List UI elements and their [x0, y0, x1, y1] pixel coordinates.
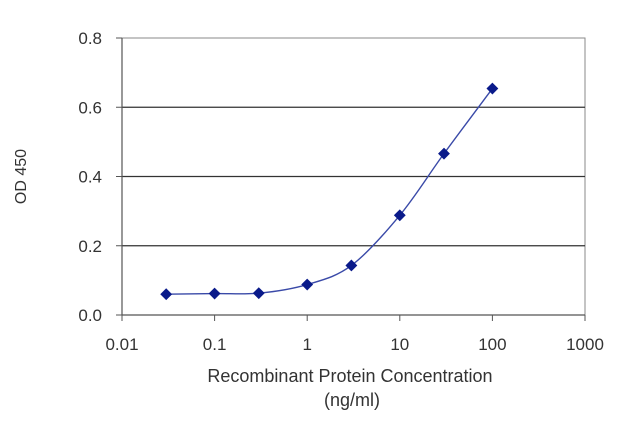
y-tick-label: 0.8 — [78, 29, 102, 48]
data-points — [160, 82, 499, 301]
data-point-diamond — [393, 209, 406, 222]
gridlines — [116, 37, 585, 316]
data-point-diamond — [486, 82, 499, 95]
x-axis-title-line2: (ng/ml) — [324, 390, 380, 410]
x-tick-label: 1000 — [566, 335, 604, 354]
y-axis-title: OD 450 — [13, 149, 30, 204]
data-point-diamond — [208, 287, 221, 300]
x-tick-label: 0.1 — [203, 335, 227, 354]
data-point-diamond — [438, 147, 450, 160]
axes — [121, 38, 586, 321]
y-tick-label: 0.0 — [78, 306, 102, 325]
data-point-diamond — [252, 287, 265, 300]
y-tick-label: 0.4 — [78, 168, 102, 187]
x-tick-labels: 0.01 0.1 1 10 100 1000 — [105, 335, 603, 354]
y-tick-labels: 0.0 0.2 0.4 0.6 0.8 — [78, 29, 102, 325]
x-tick-label: 10 — [390, 335, 409, 354]
y-tick-label: 0.2 — [78, 237, 102, 256]
x-tick-label: 100 — [478, 335, 506, 354]
data-point-diamond — [301, 278, 314, 291]
y-tick-label: 0.6 — [78, 98, 102, 117]
data-point-diamond — [160, 288, 173, 301]
x-axis-title-line1: Recombinant Protein Concentration — [207, 366, 492, 386]
data-point-diamond — [345, 259, 358, 272]
x-tick-label: 0.01 — [105, 335, 138, 354]
x-tick-label: 1 — [302, 335, 311, 354]
